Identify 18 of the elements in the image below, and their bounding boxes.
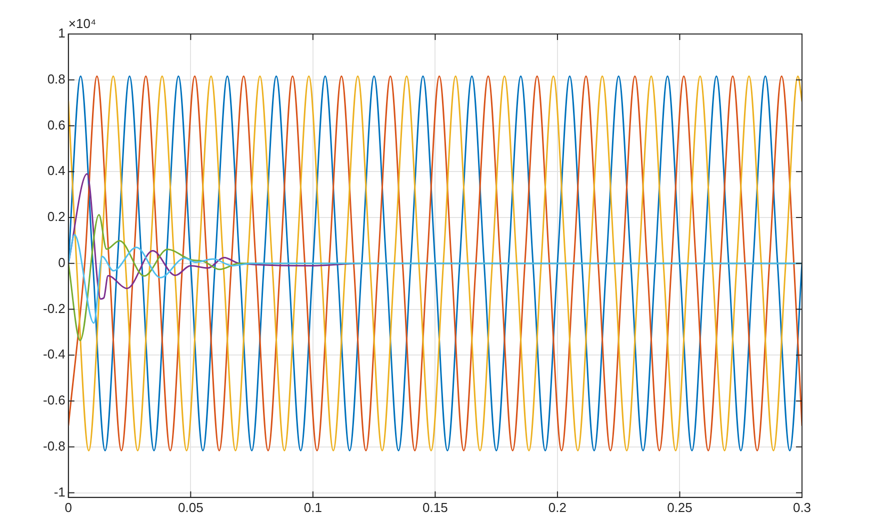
y-tick-label: -1 xyxy=(54,484,66,500)
y-tick-label: 1 xyxy=(58,26,66,41)
x-tick-label: 0.05 xyxy=(178,500,204,515)
y-tick-label: -0.6 xyxy=(42,392,66,408)
y-tick-label: -0.8 xyxy=(42,438,66,454)
y-tick-label: 0 xyxy=(58,254,66,270)
x-tick-label: 0.15 xyxy=(422,500,448,515)
y-tick-label: 0.2 xyxy=(47,209,66,224)
text: ×10⁴ xyxy=(68,16,96,32)
y-tick-label: -0.2 xyxy=(42,300,66,316)
y-tick-label: 0.4 xyxy=(47,163,66,178)
x-tick-label: 0.25 xyxy=(667,500,692,515)
y-tick-label: -0.4 xyxy=(42,346,66,362)
x-tick-label: 0.2 xyxy=(548,500,567,515)
x-tick-label: 0.1 xyxy=(304,500,322,515)
y-tick-label: 0.6 xyxy=(47,117,66,132)
x-tick-label: 0.3 xyxy=(792,500,812,515)
y-tick-label: 0.8 xyxy=(47,71,66,86)
